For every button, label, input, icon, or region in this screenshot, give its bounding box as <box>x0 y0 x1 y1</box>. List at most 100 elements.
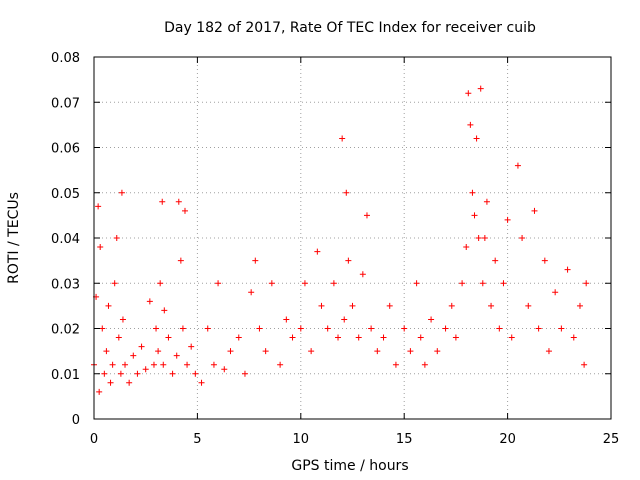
data-point <box>576 302 583 309</box>
x-tick-label: 20 <box>499 432 516 447</box>
y-tick-label: 0.05 <box>51 187 80 202</box>
x-axis-label: GPS time / hours <box>291 458 408 474</box>
data-point <box>417 334 424 341</box>
data-point <box>558 325 565 332</box>
x-tick-label: 15 <box>396 432 413 447</box>
data-point <box>531 207 538 214</box>
data-point <box>477 85 484 92</box>
data-point <box>318 302 325 309</box>
data-point <box>581 361 588 368</box>
data-point <box>248 289 255 296</box>
data-point <box>268 280 275 287</box>
data-point <box>101 370 108 377</box>
data-point <box>117 370 124 377</box>
data-point <box>368 325 375 332</box>
data-point <box>301 280 308 287</box>
data-point <box>109 361 116 368</box>
data-point <box>492 257 499 264</box>
data-point <box>111 280 118 287</box>
data-point <box>159 198 166 205</box>
data-point <box>392 361 399 368</box>
data-point <box>496 325 503 332</box>
data-point <box>535 325 542 332</box>
data-points <box>91 85 590 395</box>
data-point <box>330 280 337 287</box>
data-point <box>138 343 145 350</box>
y-tick-label: 0 <box>72 413 80 428</box>
x-tick-label: 5 <box>193 432 201 447</box>
data-point <box>192 370 199 377</box>
data-point <box>339 135 346 142</box>
data-point <box>463 244 470 251</box>
data-point <box>421 361 428 368</box>
data-point <box>241 370 248 377</box>
data-point <box>160 361 167 368</box>
data-point <box>500 280 507 287</box>
data-point <box>314 248 321 255</box>
data-point <box>175 198 182 205</box>
data-point <box>401 325 408 332</box>
data-point <box>173 352 180 359</box>
data-point <box>349 302 356 309</box>
data-point <box>519 235 526 241</box>
data-point <box>475 235 482 241</box>
data-point <box>256 325 263 332</box>
plot-frame <box>93 56 612 420</box>
data-point <box>227 348 234 355</box>
data-point <box>479 280 486 287</box>
data-point <box>96 388 103 395</box>
data-point <box>564 266 571 273</box>
data-point <box>107 379 114 386</box>
data-point <box>452 334 459 341</box>
data-point <box>525 302 532 309</box>
data-point <box>221 366 228 373</box>
x-tick-label: 10 <box>293 432 310 447</box>
y-tick-label: 0.07 <box>51 96 80 111</box>
y-tick-label: 0.04 <box>51 232 80 247</box>
y-tick-labels: 0 0.01 0.02 0.03 0.04 0.05 0.06 0.07 0.08 <box>51 51 80 428</box>
data-point <box>150 361 157 368</box>
data-point <box>442 325 449 332</box>
data-point <box>545 348 552 355</box>
data-point <box>188 343 195 350</box>
data-point <box>130 352 137 359</box>
x-tick-label: 0 <box>90 432 98 447</box>
data-point <box>481 235 488 241</box>
x-tick-label: 25 <box>603 432 620 447</box>
grid-lines <box>94 57 611 419</box>
data-point <box>508 334 515 341</box>
data-point <box>252 257 259 264</box>
data-point <box>308 348 315 355</box>
data-point <box>324 325 331 332</box>
data-point <box>134 370 141 377</box>
data-point <box>343 189 350 196</box>
x-tick-labels: 0 5 10 15 20 25 <box>90 432 619 447</box>
data-point <box>142 366 149 373</box>
data-point <box>153 325 160 332</box>
data-point <box>181 207 188 214</box>
data-point <box>99 325 106 332</box>
data-point <box>113 235 120 241</box>
data-point <box>210 361 217 368</box>
data-point <box>541 257 548 264</box>
data-point <box>335 334 342 341</box>
data-point <box>105 302 112 309</box>
data-point <box>407 348 414 355</box>
data-point <box>488 302 495 309</box>
data-point <box>552 289 559 296</box>
data-point <box>118 189 125 196</box>
data-point <box>465 90 472 97</box>
data-point <box>155 348 162 355</box>
data-point <box>434 348 441 355</box>
data-point <box>428 316 435 323</box>
data-point <box>126 379 133 386</box>
data-point <box>413 280 420 287</box>
data-point <box>289 334 296 341</box>
data-point <box>122 361 129 368</box>
data-point <box>146 298 153 305</box>
data-point <box>97 244 104 251</box>
data-point <box>95 203 102 210</box>
y-tick-label: 0.03 <box>51 277 80 292</box>
data-point <box>473 135 480 142</box>
